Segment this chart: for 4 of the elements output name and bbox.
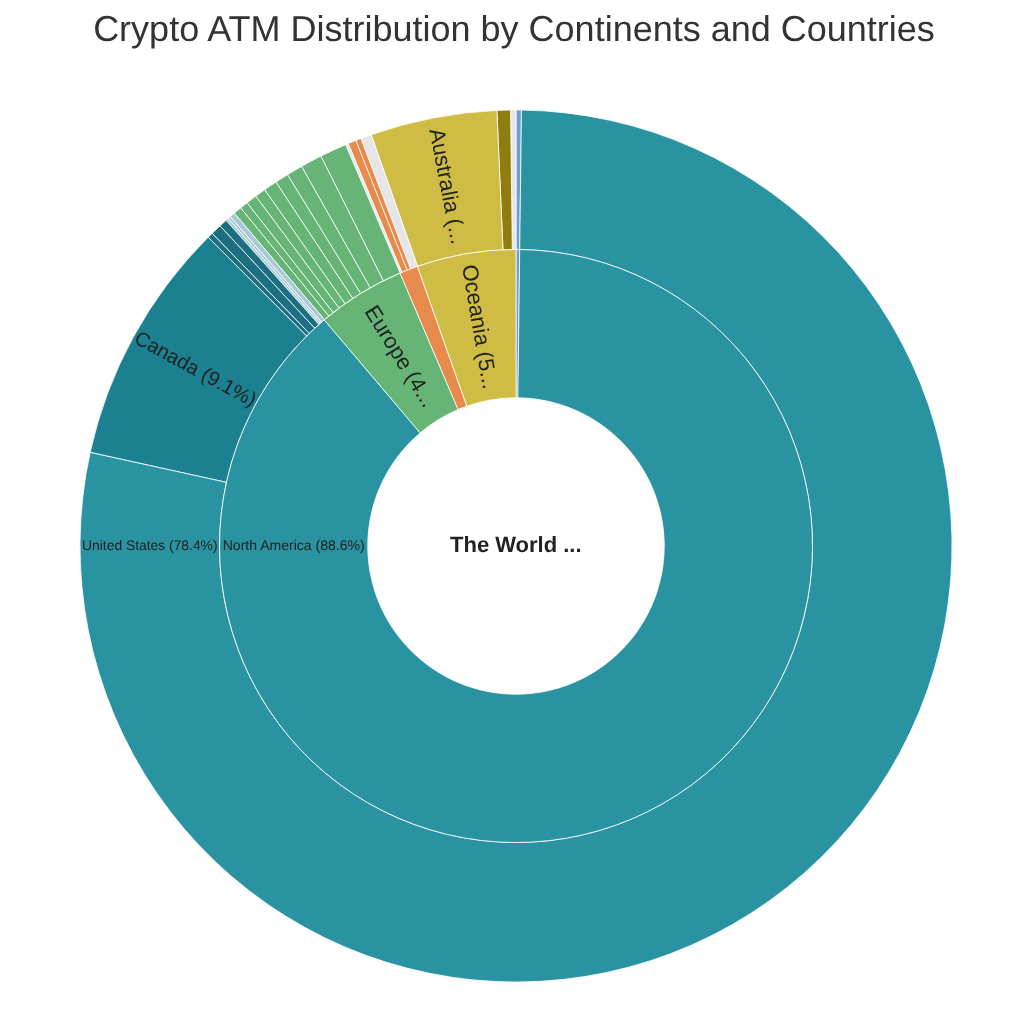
slice-label: Oceania (5... <box>456 262 501 392</box>
text: The World ... <box>450 534 582 558</box>
chart-title: Crypto ATM Distribution by Continents and Countries <box>93 8 935 49</box>
slice-label: Australia (... <box>423 126 470 247</box>
